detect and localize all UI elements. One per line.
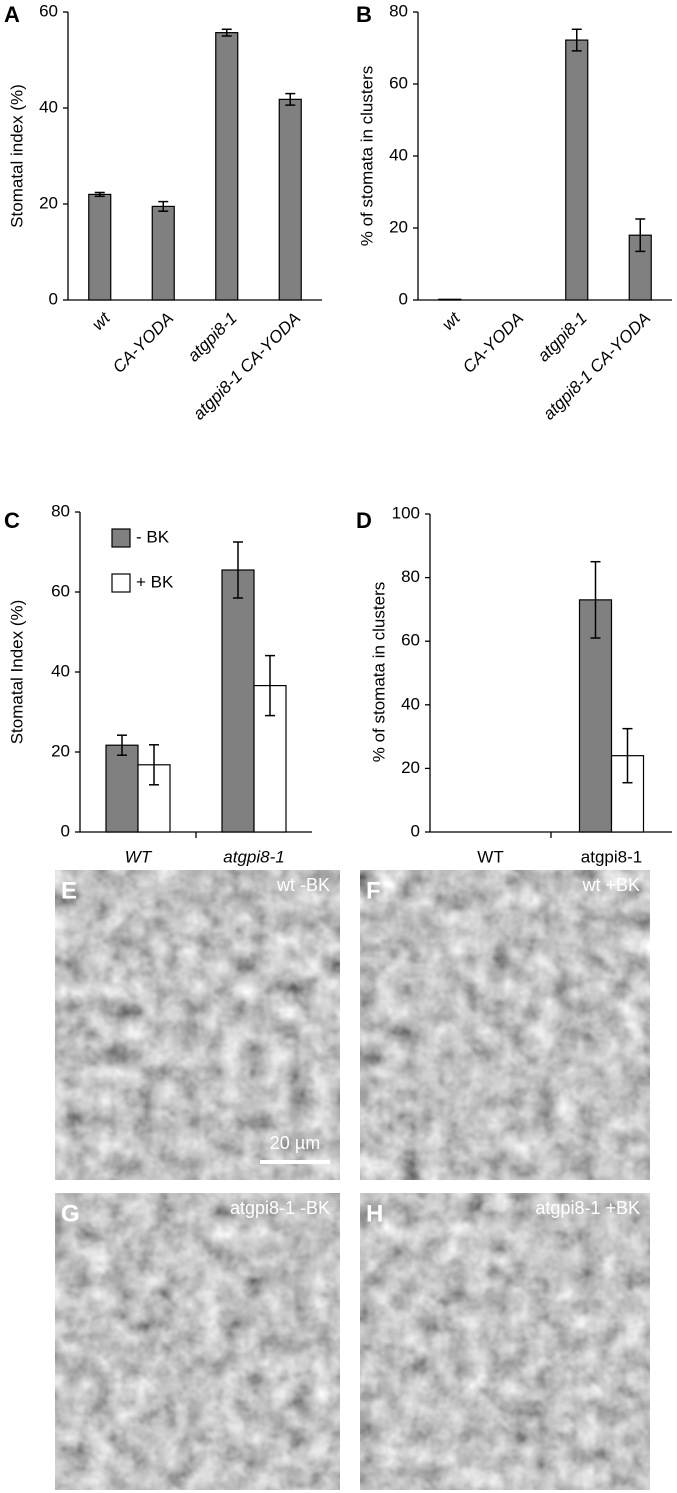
y-tick-label: 0 [399,289,408,308]
panel-label: C [4,508,20,533]
image-label: wt -BK [276,875,330,895]
error-bar [635,218,646,253]
x-tick-label: atgpi8-1 [534,309,591,366]
x-tick-label: atgpi8-1 [184,309,241,366]
bar [221,569,255,833]
image-panel-label: E [61,877,77,904]
x-tick-label: atgpi8-1 [223,847,284,866]
error-bar [285,92,296,106]
micrograph [360,870,650,1180]
y-tick-label: 0 [61,821,70,840]
y-axis-title: Stomatal index (%) [7,84,26,228]
y-tick-label: 20 [39,193,58,212]
error-bar [221,28,232,37]
error-bar [149,744,159,786]
y-axis-title: % of stomata in clusters [357,66,376,246]
y-tick-label: 60 [39,1,58,20]
x-tick-label: CA-YODA [109,309,177,377]
error-bar [590,560,601,639]
y-tick-label: 60 [51,581,70,600]
y-tick-label: 80 [389,1,408,20]
image-label: atgpi8-1 -BK [230,1198,330,1218]
image-panel-label: G [61,1200,80,1227]
micrograph [55,870,340,1180]
y-tick-label: 40 [39,97,58,116]
panel-label: D [356,508,372,533]
error-bar [233,541,243,599]
y-tick-label: 40 [401,694,420,713]
error-bar [622,727,633,784]
x-tick-label: CA-YODA [459,309,527,377]
error-bar [158,200,169,212]
legend-swatch [111,573,131,593]
bar [278,98,302,301]
micrograph [360,1193,650,1490]
error-bar [265,654,275,717]
bar [105,744,139,833]
x-tick-label: wt [438,308,464,334]
y-axis-title: Stomatal Index (%) [7,600,26,745]
y-tick-label: 40 [51,661,70,680]
error-bar [117,734,127,756]
y-tick-label: 100 [392,503,420,522]
y-tick-label: 80 [51,501,70,520]
x-tick-label: atgpi8-1 [581,847,642,866]
y-tick-label: 20 [389,217,408,236]
image-panel-label: H [366,1200,383,1227]
legend-label: + BK [136,572,174,591]
x-tick-label: atgpi8-1 CA-YODA [539,309,654,424]
legend-swatch [111,528,131,548]
panel-label: B [356,2,372,27]
scale-bar-label: 20 µm [270,1133,320,1153]
legend-label: - BK [136,527,170,546]
image-panel-label: F [366,877,381,904]
y-tick-label: 0 [411,821,420,840]
bar [215,32,239,301]
x-tick-label: WT [477,847,503,866]
y-tick-label: 60 [389,73,408,92]
x-tick-label: wt [88,308,114,334]
image-label: wt +BK [581,875,640,895]
image-label: atgpi8-1 +BK [535,1198,640,1218]
bar [151,205,175,301]
micrograph [55,1193,340,1490]
x-tick-label: WT [125,847,153,866]
bar [88,193,112,301]
y-tick-label: 20 [51,741,70,760]
y-tick-label: 40 [389,145,408,164]
error-bar [571,28,582,52]
y-tick-label: 0 [49,289,58,308]
y-tick-label: 60 [401,631,420,650]
y-tick-label: 80 [401,567,420,586]
x-tick-label: atgpi8-1 CA-YODA [189,309,304,424]
panel-label: A [4,2,20,27]
bar [565,39,589,301]
y-tick-label: 20 [401,758,420,777]
y-axis-title: % of stomata in clusters [369,582,388,762]
bar [438,298,462,301]
error-bar [94,191,105,198]
